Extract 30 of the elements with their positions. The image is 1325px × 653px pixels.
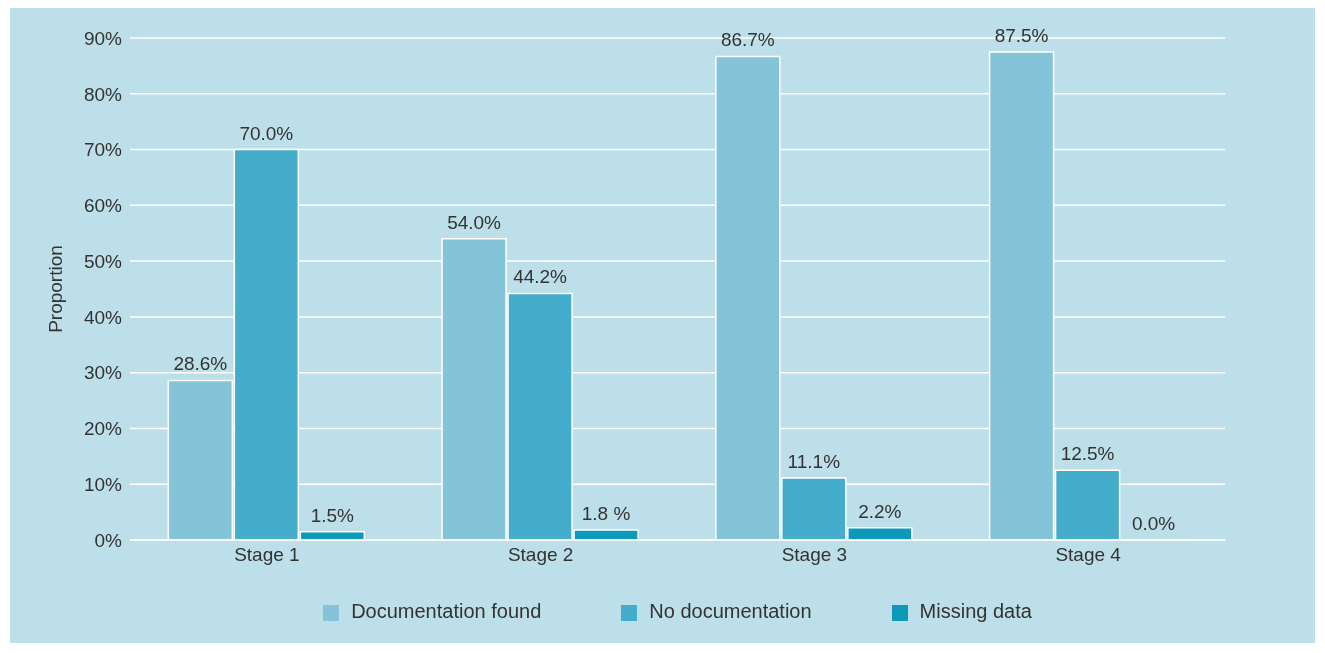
data-label: 44.2% [513,266,568,288]
data-label: 1.5% [310,504,355,526]
legend-label: Missing data [919,600,1032,622]
y-axis-title: Proportion [44,245,66,333]
data-label: 11.1% [787,451,841,473]
data-label: 87.5% [994,24,1049,46]
data-label: 2.2% [858,500,902,522]
y-tick-label: 60% [83,195,123,217]
data-label: 70.0% [239,122,294,144]
x-tick-label: Stage 3 [781,544,848,566]
y-tick-label: 90% [83,27,123,49]
data-label: 86.7% [720,29,775,51]
legend-label: Documentation found [351,600,542,622]
x-tick-label: Stage 2 [507,544,574,566]
data-label: 0.0% [1131,512,1176,534]
data-label: 12.5% [1060,443,1115,465]
y-tick-label: 80% [83,83,123,105]
y-tick-label: 70% [83,139,123,161]
x-tick-label: Stage 4 [1055,544,1122,566]
y-tick-label: 50% [83,250,123,272]
data-label: 54.0% [447,211,502,233]
legend-label: No documentation [649,600,812,622]
y-tick-label: 0% [94,529,123,551]
x-tick-label: Stage 1 [234,544,300,566]
y-tick-label: 40% [83,306,123,328]
y-tick-label: 30% [83,362,123,384]
y-tick-label: 10% [83,473,123,495]
data-label: 1.8 % [581,502,631,524]
y-tick-label: 20% [83,418,123,440]
data-label: 28.6% [173,353,228,375]
